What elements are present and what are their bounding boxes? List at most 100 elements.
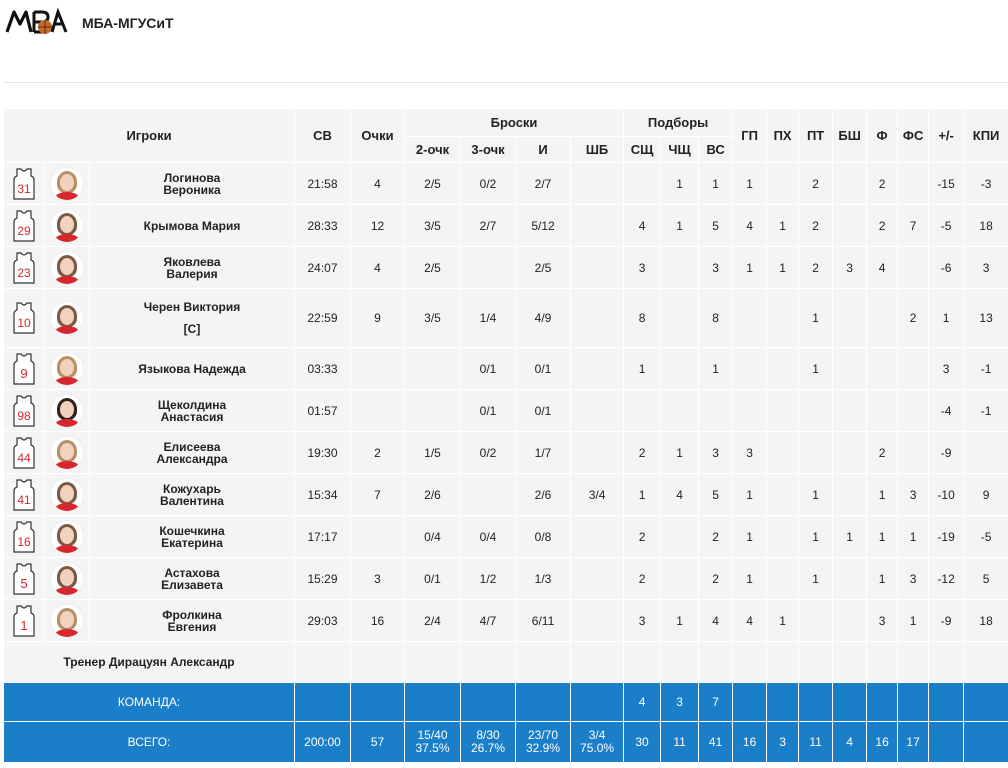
stat-plus-minus: -9 (928, 431, 965, 474)
player-row[interactable]: 31 Логинова Вероника 21:58 4 2/5 0/2 2/7 1 1 1 2 2-… (3, 162, 1008, 205)
coach-name[interactable]: Тренер Дирацуян Александр (2, 641, 296, 683)
player-name[interactable]: Фролкина Евгения (162, 607, 222, 634)
stat-two-pointers: 2/5 (404, 162, 462, 205)
stat-fouls: 1 (866, 473, 899, 516)
total-fouls: 16 (866, 721, 899, 763)
player-avatar[interactable] (49, 166, 84, 201)
stat-fouls (866, 288, 899, 348)
col-minutes[interactable]: СВ (294, 108, 352, 163)
stat-fouls-drawn (897, 347, 930, 390)
player-row[interactable]: 41 Кожухарь Валентина 15:34 7 2/6 2/6 3/4 1 4 5 1 1… (3, 473, 1008, 516)
player-name[interactable]: Щеколдина Анастасия (157, 397, 227, 424)
stat-def-rebounds: 8 (623, 288, 662, 348)
col-free-throws[interactable]: ШБ (570, 136, 625, 163)
player-row[interactable]: 9 Языкова Надежда 03:33 0/1 0/1 1 1 1 3 -1 (3, 347, 1008, 390)
stat-assists (732, 389, 768, 432)
total-three-pointers: 8/30 26.7% (460, 721, 517, 763)
col-efficiency[interactable]: КПИ (963, 108, 1008, 163)
player-name-cell[interactable]: Кошечкина Екатерина (88, 515, 296, 558)
total-minutes: 200:00 (294, 721, 352, 763)
player-name[interactable]: Елисеева Александра (156, 439, 228, 466)
stat-points: 4 (350, 246, 406, 289)
player-name-cell[interactable]: Елисеева Александра (88, 431, 296, 474)
player-name-cell[interactable]: Языкова Надежда (88, 347, 296, 390)
stat-assists (732, 347, 768, 390)
stat-fouls-drawn (897, 246, 930, 289)
player-name[interactable]: Черен Виктория (143, 300, 241, 314)
player-avatar[interactable] (49, 435, 84, 470)
stat-minutes: 28:33 (294, 204, 352, 247)
col-plus-minus[interactable]: +/- (928, 108, 965, 163)
col-fouls[interactable]: Ф (866, 108, 899, 163)
player-avatar[interactable] (49, 603, 84, 638)
col-fouls-drawn[interactable]: ФС (897, 108, 930, 163)
stat-three-pointers: 0/2 (460, 162, 517, 205)
stat-total-rebounds: 8 (698, 288, 734, 348)
stat-plus-minus: -12 (928, 557, 965, 600)
player-name-cell[interactable]: Щеколдина Анастасия (88, 389, 296, 432)
col-assists[interactable]: ГП (732, 108, 768, 163)
stat-two-pointers (404, 347, 462, 390)
player-avatar[interactable] (49, 561, 84, 596)
stat-assists: 4 (732, 599, 768, 642)
jersey-cell: 5 (3, 557, 44, 600)
player-name[interactable]: Кожухарь Валентина (160, 481, 224, 508)
player-name-cell[interactable]: Астахова Елизавета (88, 557, 296, 600)
col-off-rebounds[interactable]: ЧЩ (660, 136, 700, 163)
col-points[interactable]: Очки (350, 108, 406, 163)
player-avatar[interactable] (49, 301, 84, 335)
player-name-cell[interactable]: Фролкина Евгения (88, 599, 296, 642)
player-avatar[interactable] (49, 250, 84, 285)
player-row[interactable]: 98 Щеколдина Анастасия 01:57 0/1 0/1 -4 -1 (3, 389, 1008, 432)
player-name-cell[interactable]: Крымова Мария (88, 204, 296, 247)
stat-points: 2 (350, 431, 406, 474)
stat-free-throws (570, 431, 625, 474)
player-row[interactable]: 1 Фролкина Евгения 29:03 16 2/4 4/7 6/11 3 1 4 4 1 3… (3, 599, 1008, 642)
player-row[interactable]: 44 Елисеева Александра 19:30 2 1/5 0/2 1/7 2 1 3 3… (3, 431, 1008, 474)
player-name[interactable]: Яковлева Валерия (163, 254, 221, 281)
stat-plus-minus: 3 (928, 347, 965, 390)
col-def-rebounds[interactable]: СЩ (623, 136, 662, 163)
player-name[interactable]: Крымова Мария (143, 218, 241, 233)
player-name-cell[interactable]: Черен Виктория [C] (88, 288, 296, 348)
player-row[interactable]: 10 Черен Виктория [C] 22:59 9 3/5 1/4 4/9 8 8 1 2 1 1… (3, 288, 1008, 348)
stat-minutes: 15:29 (294, 557, 352, 600)
col-two-pointers[interactable]: 2-очк (404, 136, 462, 163)
jersey-number: 5 (20, 576, 27, 591)
col-field-goals[interactable]: И (515, 136, 572, 163)
col-blocks[interactable]: БШ (832, 108, 868, 163)
player-name[interactable]: Кошечкина Екатерина (159, 523, 225, 550)
player-avatar[interactable] (49, 477, 84, 512)
player-name[interactable]: Логинова Вероника (163, 170, 221, 197)
player-avatar[interactable] (49, 208, 84, 243)
player-name-cell[interactable]: Кожухарь Валентина (88, 473, 296, 516)
col-steals[interactable]: ПТ (798, 108, 834, 163)
player-row[interactable]: 23 Яковлева Валерия 24:07 4 2/5 2/5 3 3 1 1 2 3 4 -6 3 (3, 246, 1008, 289)
player-name[interactable]: Астахова Елизавета (161, 565, 223, 592)
player-name-cell[interactable]: Логинова Вероника (88, 162, 296, 205)
stat-total-rebounds (698, 389, 734, 432)
col-turnovers[interactable]: ПХ (766, 108, 800, 163)
avatar-cell (43, 347, 90, 390)
player-row[interactable]: 16 Кошечкина Екатерина 17:17 0/4 0/4 0/8 2 2 1 1 1… (3, 515, 1008, 558)
col-group-shots: Броски (404, 108, 625, 137)
stat-steals (798, 431, 834, 474)
player-name-cell[interactable]: Яковлева Валерия (88, 246, 296, 289)
player-row[interactable]: 5 Астахова Елизавета 15:29 3 0/1 1/2 1/3 2 2 1 1 1 3… (3, 557, 1008, 600)
jersey-icon: 31 (12, 167, 35, 200)
stat-assists (732, 288, 768, 348)
stat-def-rebounds: 2 (623, 515, 662, 558)
player-avatar[interactable] (49, 393, 84, 428)
stat-plus-minus: 1 (928, 288, 965, 348)
stat-three-pointers: 2/7 (460, 204, 517, 247)
player-name[interactable]: Языкова Надежда (138, 361, 246, 376)
col-total-rebounds[interactable]: ВС (698, 136, 734, 163)
col-three-pointers[interactable]: 3-очк (460, 136, 517, 163)
player-row[interactable]: 29 Крымова Мария 28:33 12 3/5 2/7 5/12 4 1 5 4 1 2 2 7… (3, 204, 1008, 247)
stat-field-goals: 2/6 (515, 473, 572, 516)
player-avatar[interactable] (49, 519, 84, 554)
player-avatar[interactable] (49, 351, 84, 386)
stat-three-pointers: 0/2 (460, 431, 517, 474)
stat-three-pointers: 4/7 (460, 599, 517, 642)
col-players[interactable]: Игроки (2, 108, 296, 163)
